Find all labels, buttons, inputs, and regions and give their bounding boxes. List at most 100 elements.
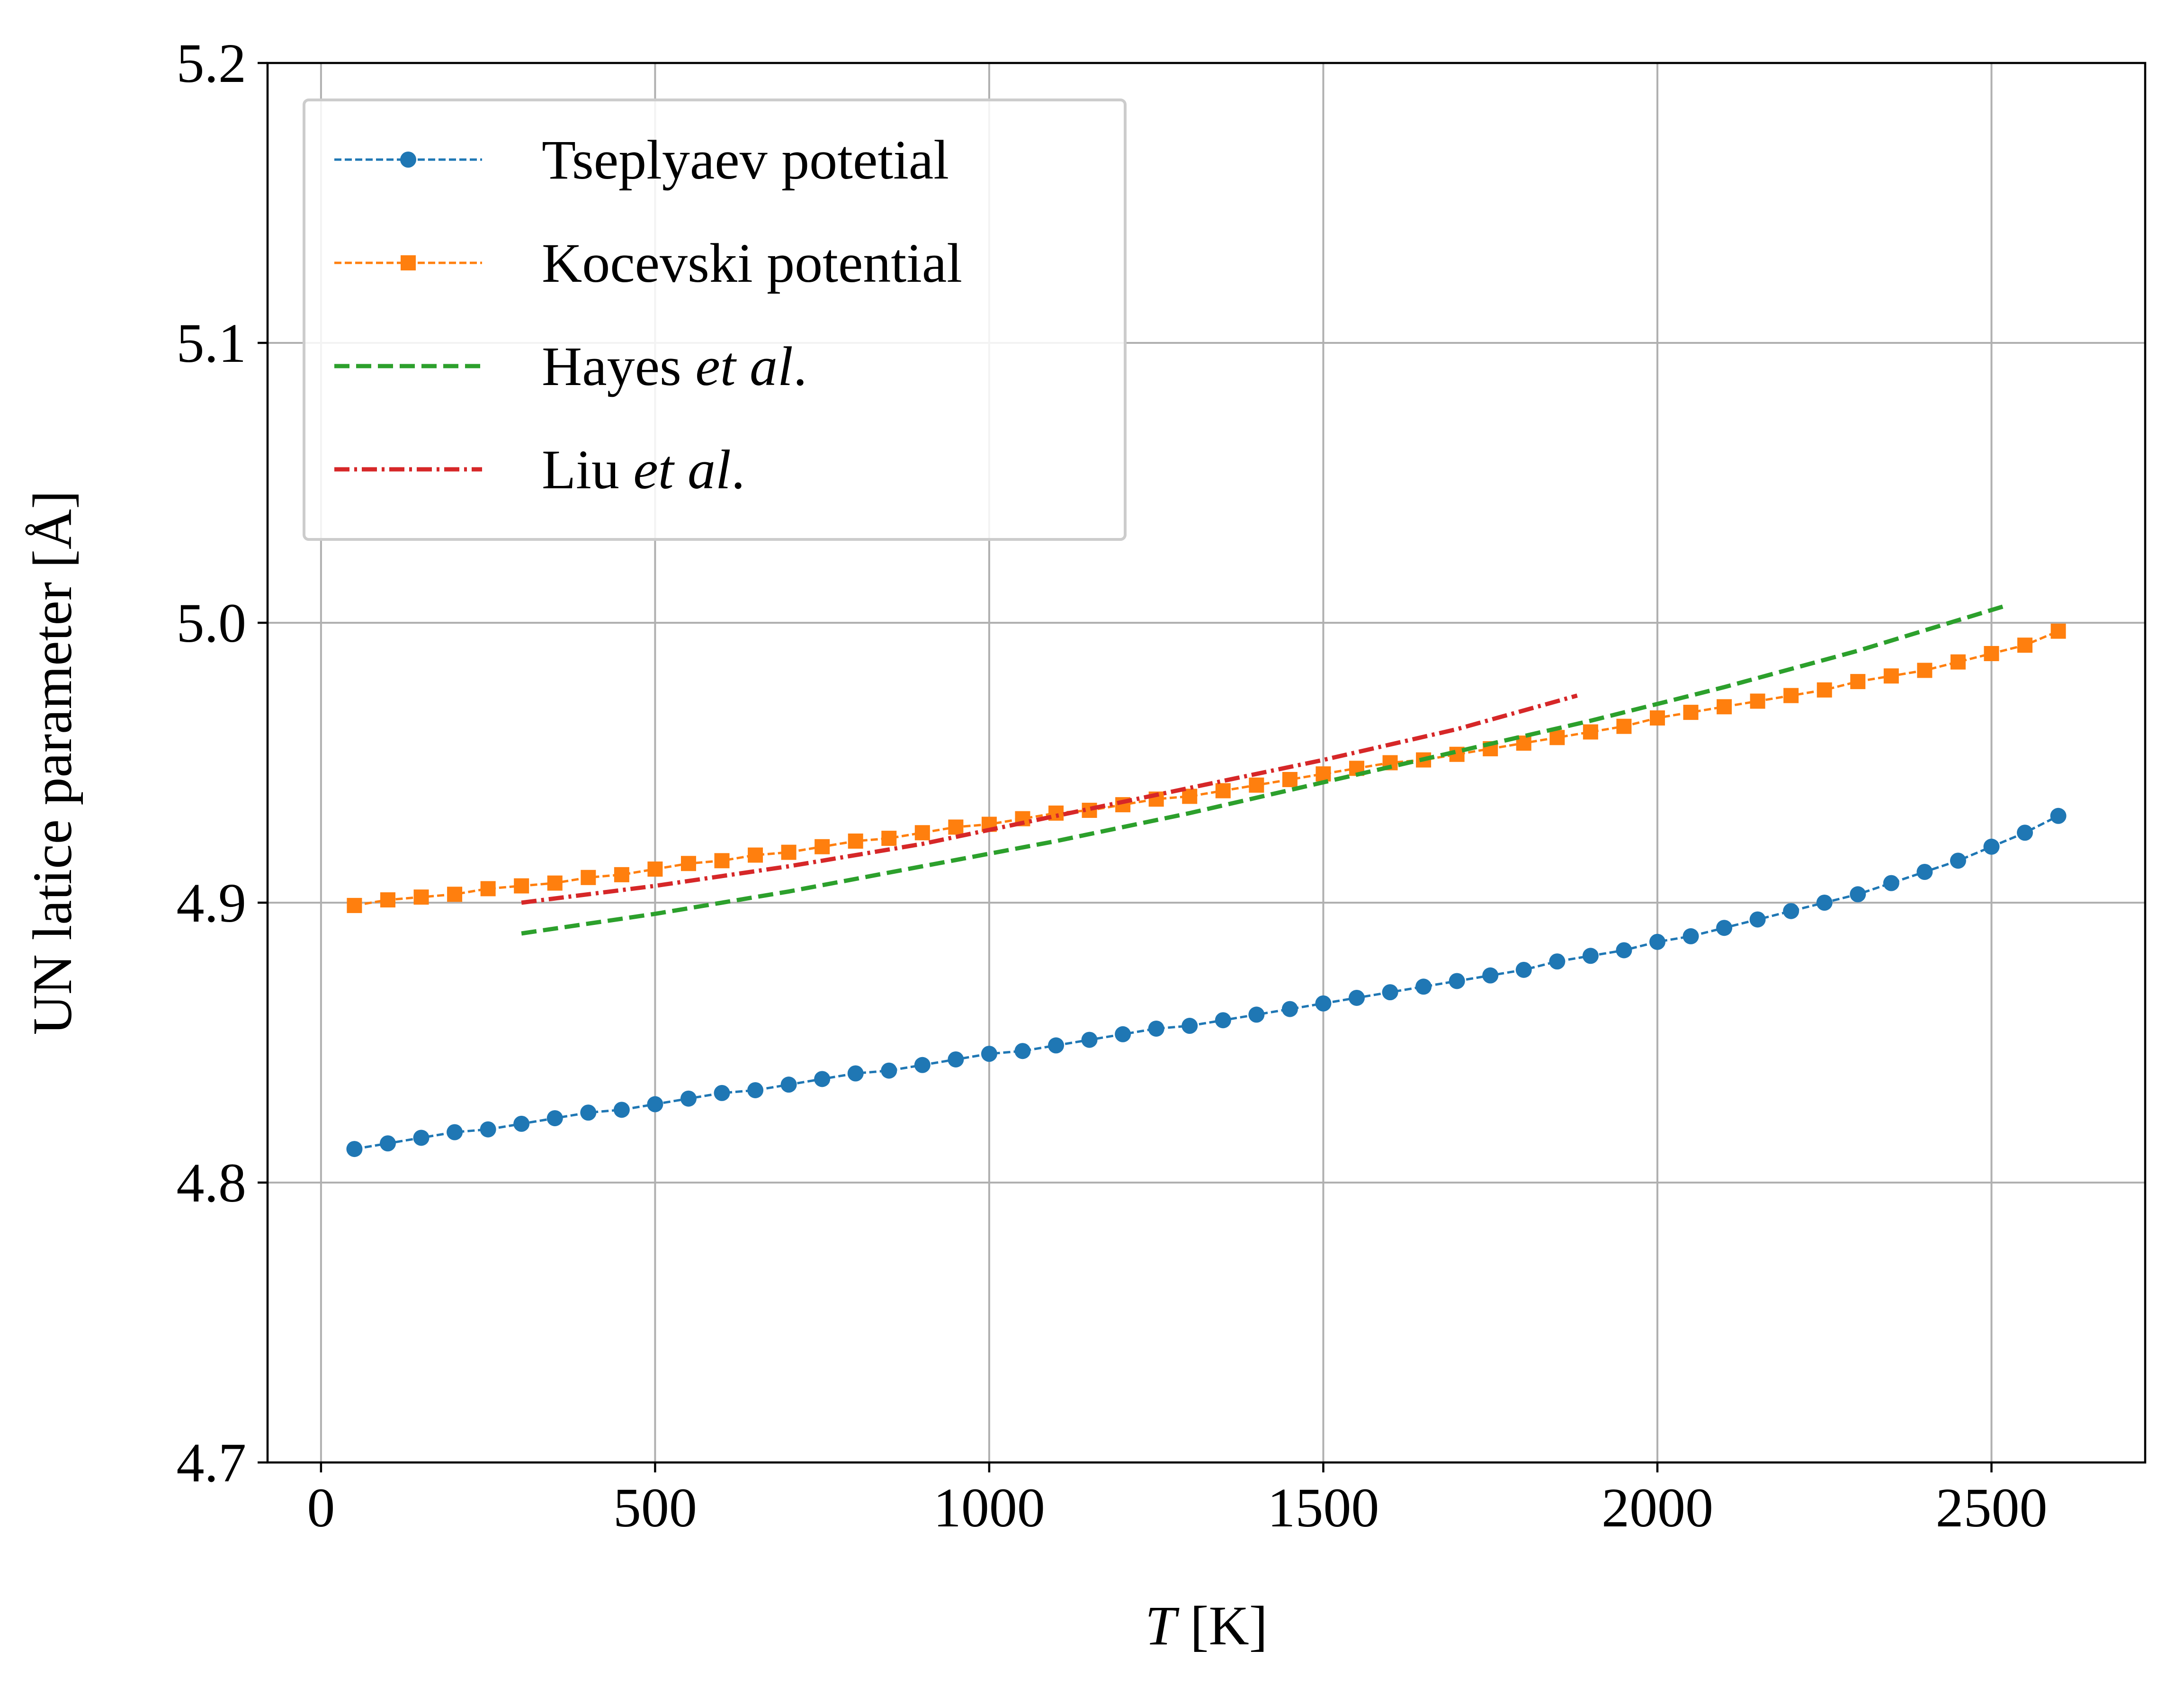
legend-label-part: Liu (542, 439, 633, 501)
data-point (748, 847, 763, 863)
data-point (948, 819, 964, 835)
data-point (2050, 807, 2067, 824)
data-point (1649, 933, 1665, 950)
legend-label: Hayes et al. (542, 335, 807, 397)
data-point (847, 1065, 864, 1082)
data-point (1115, 1026, 1131, 1042)
series-line (354, 630, 2059, 907)
data-point (1750, 693, 1765, 709)
data-point (1316, 766, 1331, 782)
data-point (1281, 1001, 1298, 1017)
data-point (2017, 825, 2033, 841)
data-point (1683, 928, 1699, 944)
series-group (346, 604, 2067, 1157)
legend-label-part: Hayes (542, 335, 695, 397)
legend-marker (401, 255, 416, 270)
y-tick-label: 5.2 (177, 32, 247, 94)
x-tick-label: 1000 (933, 1477, 1045, 1539)
data-point (647, 861, 663, 877)
legend-label-part: Tseplyaev potetial (542, 129, 949, 191)
data-point (1048, 1037, 1065, 1054)
data-point (1850, 674, 1866, 690)
legend: Tseplyaev potetial Kocevski potential Haye… (303, 99, 1127, 541)
legend-label: Liu et al. (542, 439, 745, 501)
legend-box (303, 99, 1127, 541)
x-tick-label: 1500 (1267, 1477, 1379, 1539)
data-point (580, 1104, 597, 1121)
data-point (714, 853, 730, 869)
data-point (1649, 710, 1665, 726)
data-point (1315, 995, 1332, 1012)
data-point (480, 881, 496, 897)
data-point (1583, 724, 1598, 740)
data-point (714, 1085, 730, 1101)
data-point (447, 1124, 463, 1140)
data-point (614, 867, 629, 882)
data-point (914, 1057, 931, 1073)
data-point (1549, 953, 1566, 970)
series-3 (521, 604, 2006, 936)
legend-entry-1: Tseplyaev potetial (334, 129, 949, 191)
legend-entry-4: Liu et al. (334, 439, 745, 501)
data-point (447, 887, 463, 902)
data-point (680, 856, 696, 871)
x-tick-label: 500 (613, 1477, 697, 1539)
legend-label-part: et al (695, 335, 793, 397)
data-point (1415, 978, 1432, 995)
data-point (546, 1110, 563, 1127)
legend-label-part: et al (633, 439, 731, 501)
legend-label: Kocevski potential (542, 232, 962, 294)
data-point (981, 1046, 997, 1062)
series-line (354, 815, 2059, 1150)
data-point (514, 878, 529, 894)
data-point (379, 1135, 396, 1152)
x-axis-unit: [K] (1176, 1595, 1268, 1657)
data-point (948, 1051, 964, 1067)
data-point (1716, 920, 1733, 936)
data-point (1749, 911, 1766, 928)
data-point (581, 870, 596, 885)
x-tick-label: 2500 (1935, 1477, 2047, 1539)
data-point (1883, 668, 1899, 684)
data-point (1482, 967, 1499, 984)
y-tick-label: 5.1 (177, 312, 247, 374)
data-point (1449, 973, 1465, 989)
data-point (1148, 1020, 1164, 1037)
data-point (1683, 705, 1699, 720)
data-point (480, 1121, 496, 1138)
data-point (1950, 852, 1966, 869)
data-point (914, 825, 930, 841)
data-point (881, 1062, 897, 1079)
data-point (413, 1130, 430, 1146)
series-line (521, 693, 1578, 905)
data-point (1717, 699, 1732, 715)
data-point (1348, 989, 1365, 1006)
data-point (2050, 623, 2066, 639)
data-point (881, 831, 897, 846)
data-point (1248, 1006, 1265, 1023)
data-point (1182, 1018, 1198, 1034)
data-point (1950, 654, 1966, 670)
legend-label-part: . (793, 335, 807, 397)
data-point (1182, 789, 1198, 804)
data-point (1816, 895, 1833, 911)
data-point (1215, 783, 1231, 798)
series-line (521, 604, 2006, 936)
series-4 (521, 693, 1578, 905)
y-tick-label: 4.8 (177, 1152, 247, 1214)
data-point (680, 1090, 697, 1107)
x-axis-variable: T (1145, 1595, 1180, 1657)
x-tick-label: 2000 (1602, 1477, 1713, 1539)
data-point (781, 844, 797, 860)
legend-entry-2: Kocevski potential (334, 232, 962, 294)
data-point (1917, 663, 1933, 678)
data-point (1984, 646, 1999, 662)
data-point (1282, 771, 1298, 787)
ticks: 0 500 1000 1500 2000 2500 4.7 4.8 4.9 5.0 5.1 5.2 (177, 32, 2048, 1539)
data-point (2017, 637, 2033, 653)
y-tick-label: 5.0 (177, 592, 247, 654)
legend-label-part: Kocevski potential (542, 232, 962, 294)
data-point (1382, 984, 1398, 1001)
